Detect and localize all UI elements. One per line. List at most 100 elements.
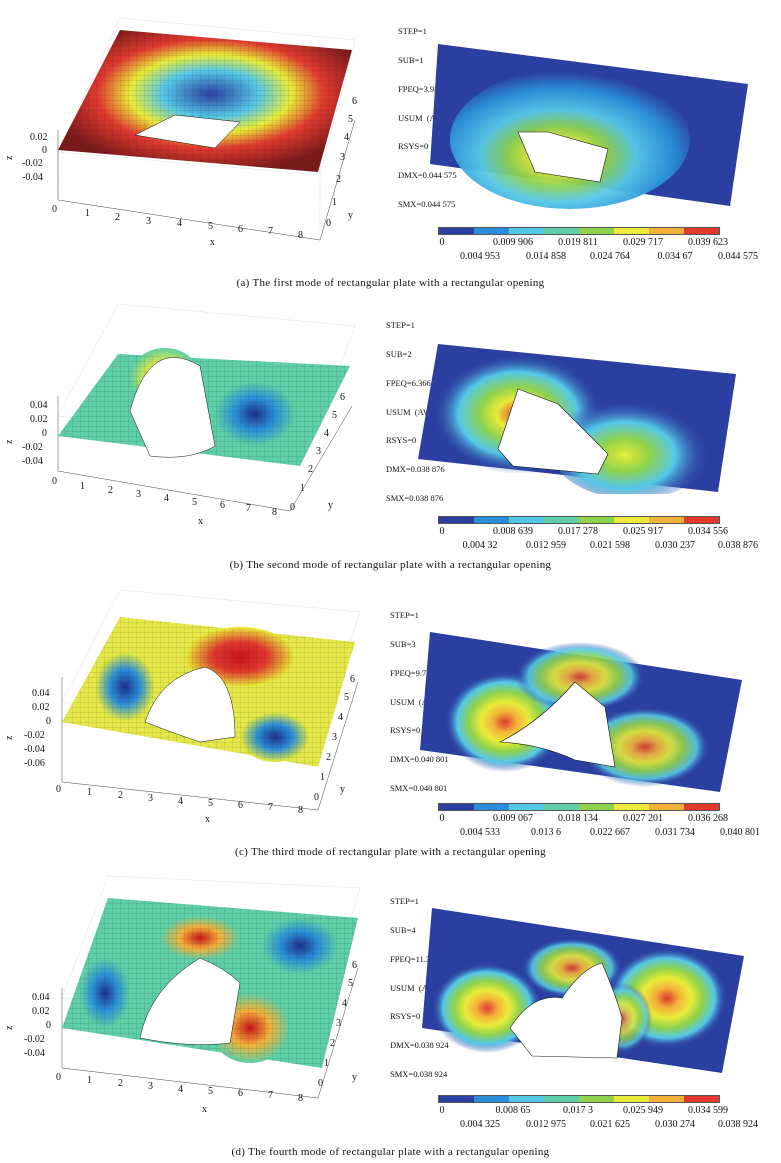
legend-bottom-label: 0.044 575 <box>718 251 758 262</box>
panel-b: 0.04 0.02 0 -0.02 -0.04 z 0 1 2 3 4 5 6 … <box>0 296 781 581</box>
panel-d: 0.04 0.02 0 -0.02 -0.04 z 0 1 2 3 4 5 6 … <box>0 868 781 1163</box>
y-tick-b-0: 0 <box>290 502 295 513</box>
z-tick-c-2: 0 <box>46 716 51 727</box>
z-tick-b-2: 0 <box>42 428 47 439</box>
legend-bottom-label: 0.038 876 <box>718 540 758 551</box>
y-tick-a-4: 4 <box>344 132 349 143</box>
color-scale-d <box>438 1095 720 1103</box>
legend-top-label: 0.017 3 <box>563 1105 593 1116</box>
x-tick-d-3: 3 <box>148 1081 153 1092</box>
contour-plot-c <box>420 632 742 792</box>
legend-top-label: 0.009 067 <box>493 813 533 824</box>
y-axis-label-d: y <box>352 1072 357 1083</box>
x-tick-c-0: 0 <box>56 784 61 795</box>
y-tick-a-1: 1 <box>332 197 337 208</box>
y-tick-d-0: 0 <box>318 1078 323 1089</box>
legend-bottom-label: 0.004 533 <box>460 827 500 838</box>
legend-bottom-label: 0.014 858 <box>526 251 566 262</box>
surface-plot-c: 0.04 0.02 0 -0.02 -0.04 -0.06 z 0 1 2 3 … <box>4 589 361 825</box>
z-tick-d-2: 0 <box>46 1020 51 1031</box>
x-axis-label-a: x <box>210 237 215 248</box>
info-line: SUB=1 <box>398 54 424 65</box>
z-axis-label-d: z <box>4 1025 15 1030</box>
legend-bottom-label: 0.031 734 <box>655 827 695 838</box>
info-line: DMX=0.040 801 <box>390 754 449 765</box>
color-scale-b <box>438 516 720 524</box>
legend-bottom-label: 0.034 67 <box>657 251 693 262</box>
panel-c: 0.04 0.02 0 -0.02 -0.04 -0.06 z 0 1 2 3 … <box>0 582 781 867</box>
legend-top-label: 0.019 811 <box>558 237 598 248</box>
y-tick-c-4: 4 <box>338 712 343 723</box>
x-tick-d-2: 2 <box>118 1078 123 1089</box>
x-tick-a-4: 4 <box>177 218 182 229</box>
legend-bottom-label: 0.030 274 <box>655 1119 695 1130</box>
y-tick-a-2: 2 <box>336 174 341 185</box>
y-tick-d-1: 1 <box>324 1058 329 1069</box>
caption-d: (d) The fourth mode of rectangular plate… <box>231 1146 550 1158</box>
y-axis-label-b: y <box>328 500 333 511</box>
info-line: STEP=1 <box>386 320 415 331</box>
y-tick-a-5: 5 <box>348 114 353 125</box>
legend-top-label: 0 <box>439 1105 445 1116</box>
x-tick-b-6: 6 <box>220 500 225 511</box>
panel-a: 0.02 0 -0.02 -0.04 z 0 1 2 3 4 5 6 7 8 x… <box>0 0 781 295</box>
z-tick-b-4: -0.04 <box>22 456 43 467</box>
z-tick-a-0: 0.02 <box>30 132 48 143</box>
y-tick-c-5: 5 <box>344 692 349 703</box>
legend-bottom-label: 0.038 924 <box>718 1119 758 1130</box>
y-tick-d-4: 4 <box>342 998 347 1009</box>
y-tick-d-3: 3 <box>336 1018 341 1029</box>
x-tick-a-0: 0 <box>52 204 57 215</box>
legend-top-label: 0.008 639 <box>493 526 533 537</box>
x-tick-d-6: 6 <box>238 1088 243 1099</box>
legend-top-label: 0.027 201 <box>623 813 663 824</box>
x-tick-c-7: 7 <box>268 802 273 813</box>
legend-top-label: 0.025 917 <box>623 526 663 537</box>
info-line: RSYS=0 <box>398 141 429 152</box>
x-tick-c-2: 2 <box>118 790 123 801</box>
legend-bottom-label: 0.024 764 <box>590 251 630 262</box>
z-tick-b-0: 0.04 <box>30 400 48 411</box>
z-tick-d-3: -0.02 <box>24 1034 45 1045</box>
legend-top-label: 0.025 949 <box>623 1105 663 1116</box>
z-tick-b-1: 0.02 <box>30 414 48 425</box>
x-tick-d-0: 0 <box>56 1072 61 1083</box>
z-tick-d-1: 0.02 <box>32 1006 50 1017</box>
legend-top-label: 0 <box>439 813 445 824</box>
z-tick-d-0: 0.04 <box>32 992 50 1003</box>
y-axis-label-a: y <box>348 210 353 221</box>
y-tick-c-6: 6 <box>350 674 355 685</box>
legend-top-label: 0.029 717 <box>623 237 663 248</box>
info-line: STEP=1 <box>390 896 419 907</box>
x-tick-a-3: 3 <box>146 216 151 227</box>
info-line: DMX=0.038 876 <box>386 464 445 475</box>
info-line: SMX=0.038 876 <box>386 492 444 503</box>
info-line: STEP=1 <box>390 610 419 621</box>
legend-bottom-label: 0.030 237 <box>655 540 695 551</box>
x-tick-a-2: 2 <box>115 212 120 223</box>
x-tick-b-3: 3 <box>136 489 141 500</box>
x-tick-b-0: 0 <box>52 476 57 487</box>
y-tick-c-1: 1 <box>320 772 325 783</box>
legend-bottom-label: 0.040 801 <box>720 827 760 838</box>
color-scale-c <box>438 803 720 811</box>
legend-top-label: 0.034 599 <box>688 1105 728 1116</box>
z-axis-label-b: z <box>4 439 15 444</box>
x-tick-a-7: 7 <box>268 226 273 237</box>
legend-bottom-label: 0.021 598 <box>590 540 630 551</box>
z-tick-a-3: -0.04 <box>22 172 43 183</box>
x-tick-b-5: 5 <box>192 497 197 508</box>
x-tick-c-3: 3 <box>148 793 153 804</box>
info-line: STEP=1 <box>398 26 427 37</box>
legend-bottom-label: 0.021 625 <box>590 1119 630 1130</box>
info-line: SMX=0.040 801 <box>390 782 448 793</box>
x-tick-a-1: 1 <box>85 208 90 219</box>
surface-plot-a: 0.02 0 -0.02 -0.04 z 0 1 2 3 4 5 6 7 8 x… <box>4 17 357 248</box>
y-tick-d-5: 5 <box>348 978 353 989</box>
info-line: DMX=0.038 924 <box>390 1040 449 1051</box>
x-tick-b-7: 7 <box>246 503 251 514</box>
info-line: SUB=3 <box>390 638 416 649</box>
y-tick-a-3: 3 <box>340 152 345 163</box>
x-tick-c-8: 8 <box>298 805 303 816</box>
legend-top-label: 0.017 278 <box>558 526 598 537</box>
